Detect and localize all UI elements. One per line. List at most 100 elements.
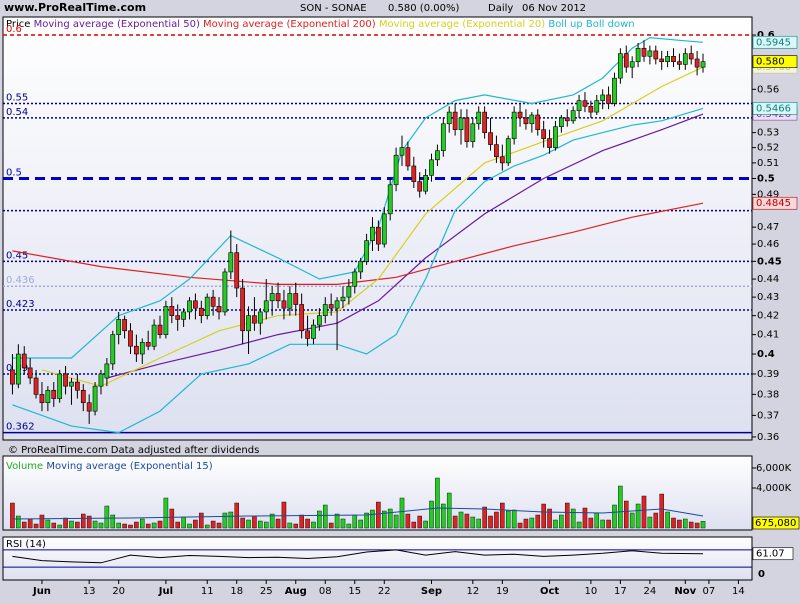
candle-body <box>376 226 381 245</box>
volume-bar <box>39 514 45 529</box>
volume-bar <box>665 511 670 529</box>
y-tick-label: 0.45 <box>757 256 782 267</box>
volume-bar <box>110 514 116 529</box>
candle-body <box>169 306 175 316</box>
candle-body <box>104 363 110 379</box>
volume-bar <box>405 513 411 529</box>
y-tick-label: 0.56 <box>757 84 779 95</box>
candle-body <box>588 106 594 113</box>
candle-body <box>299 304 305 332</box>
candle-body <box>145 342 151 347</box>
candle-body <box>175 315 181 320</box>
candle-body <box>694 58 700 68</box>
candle-body <box>570 110 576 122</box>
quote: 0.580 (0.00%) <box>388 3 459 14</box>
candle-body <box>263 300 269 313</box>
y-tick-label: 0.46 <box>757 239 779 250</box>
candle-body <box>222 271 228 313</box>
volume-last-box <box>752 516 800 530</box>
volume-bar <box>624 500 629 529</box>
candle-body <box>541 129 547 139</box>
candle-body <box>21 353 27 369</box>
x-tick-label: 14 <box>732 586 745 597</box>
volume-bar <box>659 493 664 529</box>
candle-body <box>322 304 328 316</box>
volume-bar <box>452 515 458 529</box>
candle-body <box>547 138 552 148</box>
volume-bar <box>376 501 381 529</box>
candle-body <box>116 319 122 335</box>
x-tick-label: 10 <box>585 586 598 597</box>
volume-last-label: 675,080 <box>755 518 796 529</box>
candle-body <box>647 50 653 57</box>
candle-body <box>134 345 139 355</box>
candle-body <box>688 53 694 60</box>
candle-body <box>677 61 682 65</box>
volume-bar <box>86 515 92 529</box>
volume-bar <box>411 521 417 529</box>
candle-body <box>204 296 210 316</box>
x-tick-label: Nov <box>674 586 696 597</box>
price-label: 0.5466 <box>756 103 791 114</box>
candle-body <box>594 100 600 113</box>
candle-body <box>440 123 446 151</box>
legend-entry: Price <box>6 19 30 30</box>
volume-ma <box>12 507 704 520</box>
candle-body <box>458 117 464 130</box>
volume-bar <box>27 518 33 529</box>
candle-body <box>51 389 57 399</box>
rsi-panel <box>2 536 753 581</box>
y-tick-label: 0.47 <box>757 222 779 233</box>
volume-bar <box>222 512 228 529</box>
volume-bar <box>98 522 104 529</box>
volume-bar <box>352 514 358 529</box>
volume-bar <box>647 516 653 529</box>
site: www.ProRealTime.com <box>4 1 146 14</box>
level-label: 0.6 <box>6 24 22 35</box>
volume-bar <box>588 517 594 529</box>
volume-bar <box>441 503 446 529</box>
volume-bar <box>140 518 145 529</box>
candle-body <box>558 117 564 128</box>
volume-bar <box>92 520 98 529</box>
volume-bar <box>511 509 517 529</box>
volume-bar <box>594 512 600 529</box>
volume-bar <box>311 521 316 529</box>
candle-body <box>641 47 647 57</box>
candle-body <box>494 144 499 158</box>
volume-bar <box>45 519 51 529</box>
volume-bar <box>523 518 529 529</box>
candle-body <box>417 181 423 192</box>
volume-bar <box>629 512 635 529</box>
volume-title: Volume Moving average (Exponential 15) <box>6 461 213 472</box>
volume-bar <box>688 521 694 529</box>
candle-body <box>618 53 623 79</box>
x-tick-label: Oct <box>540 586 559 597</box>
candle-body <box>139 342 145 355</box>
y-tick-label: 4,000K <box>756 483 792 494</box>
volume-bar <box>423 520 428 529</box>
indicator-line <box>12 107 704 434</box>
candle-body <box>334 300 340 309</box>
volume-bar <box>683 518 688 529</box>
candle-body <box>659 58 665 62</box>
candle-body <box>287 293 293 309</box>
candle-body <box>15 353 21 385</box>
volume-bar <box>635 503 641 529</box>
candle-body <box>499 156 505 164</box>
candle-body <box>228 252 234 273</box>
volume-bar <box>435 477 440 529</box>
volume-bar <box>570 508 576 529</box>
volume-bar <box>529 517 535 529</box>
candle-body <box>535 114 541 130</box>
candle-body <box>358 261 364 273</box>
candle-body <box>429 159 434 176</box>
candle-body <box>69 381 74 387</box>
volume-bar <box>671 517 676 529</box>
volume-bar <box>10 502 15 529</box>
volume-bar <box>116 522 121 529</box>
volume-bar <box>317 510 322 529</box>
volume-bar <box>128 524 133 529</box>
volume-bar <box>464 513 470 529</box>
x-tick-label: Jun <box>32 586 51 597</box>
